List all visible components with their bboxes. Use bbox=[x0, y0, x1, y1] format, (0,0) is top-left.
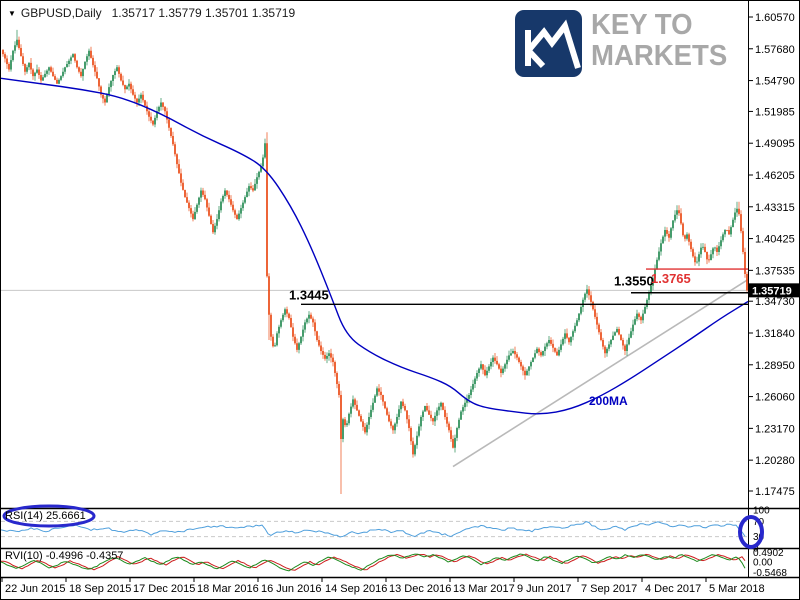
current-price-tag-label: 1.35719 bbox=[752, 285, 792, 297]
ma200-label: 200MA bbox=[589, 394, 628, 408]
price-axis-label: 1.54790 bbox=[755, 76, 795, 88]
broker-logo-text: KEY TO MARKETS bbox=[591, 10, 727, 72]
logo-line-1: KEY TO bbox=[591, 9, 693, 41]
ma200-line bbox=[1, 77, 749, 415]
date-axis-label: 17 Dec 2015 bbox=[133, 583, 195, 595]
km-logo-icon bbox=[515, 10, 582, 77]
rvi-indicator-label: RVI(10) -0.4996 -0.4357 bbox=[5, 550, 124, 562]
level-label-1.3550: 1.3550 bbox=[614, 274, 654, 289]
date-axis-label: 16 Jun 2016 bbox=[261, 583, 322, 595]
highlight-ellipse-rsi-label bbox=[2, 504, 96, 528]
price-axis-label: 1.17475 bbox=[755, 486, 795, 498]
price-axis-label: 1.60570 bbox=[755, 12, 795, 24]
price-axis-label: 1.28950 bbox=[755, 360, 795, 372]
level-label-1.3765: 1.3765 bbox=[651, 271, 691, 286]
date-axis-label: 22 Jun 2015 bbox=[5, 583, 66, 595]
rsi-line bbox=[1, 521, 746, 538]
price-axis-label: 1.20280 bbox=[755, 455, 795, 467]
price-axis-label: 1.57680 bbox=[755, 44, 795, 56]
rsi-axis-label: 30 bbox=[753, 532, 765, 543]
rvi-axis-label: -0.5468 bbox=[753, 568, 787, 579]
rvi-signal-line bbox=[1, 553, 746, 571]
date-axis-label: 4 Dec 2017 bbox=[645, 583, 701, 595]
price-axis-label: 1.40425 bbox=[755, 234, 795, 246]
price-axis-label: 1.26060 bbox=[755, 392, 795, 404]
price-axis-label: 1.51985 bbox=[755, 106, 795, 118]
date-axis-label: 9 Jun 2017 bbox=[517, 583, 571, 595]
rvi-main-line bbox=[1, 553, 746, 572]
symbol-dropdown-icon[interactable]: ▼ bbox=[8, 9, 16, 18]
ohlc-quote-label: 1.35717 1.35779 1.35701 1.35719 bbox=[111, 6, 296, 20]
rsi-indicator-label: RSI(14) 25.6661 bbox=[5, 510, 86, 522]
logo-line-2: MARKETS bbox=[591, 40, 728, 72]
rvi-axis-label: 0.00 bbox=[753, 557, 773, 568]
chart-title: ▼ GBPUSD,Daily 1.35717 1.35779 1.35701 1.3… bbox=[8, 6, 295, 20]
candle-bodies-bear bbox=[2, 39, 748, 455]
current-price-tag bbox=[749, 283, 799, 298]
candle-wicks-bull bbox=[10, 29, 738, 457]
rvi-axis-label: 0.4902 bbox=[753, 548, 784, 559]
date-axis-label: 14 Sep 2016 bbox=[325, 583, 387, 595]
date-axis-label: 7 Sep 2017 bbox=[581, 583, 637, 595]
rsi-axis-label: 100 bbox=[753, 506, 770, 517]
date-axis-label: 18 Mar 2016 bbox=[197, 583, 259, 595]
price-axis-label: 1.43315 bbox=[755, 202, 795, 214]
level-label-1.3445: 1.3445 bbox=[289, 287, 329, 302]
price-axis-label: 1.23170 bbox=[755, 423, 795, 435]
support-trendline bbox=[452, 278, 749, 468]
price-axis-label: 1.34730 bbox=[755, 296, 795, 308]
price-axis-label: 1.31840 bbox=[755, 328, 795, 340]
symbol-timeframe-label: GBPUSD,Daily bbox=[20, 6, 102, 20]
candle-wicks-bear bbox=[2, 36, 748, 494]
broker-logo: KEY TO MARKETS bbox=[515, 10, 734, 77]
date-axis-label: 13 Mar 2017 bbox=[453, 583, 515, 595]
price-axis-label: 1.49095 bbox=[755, 138, 795, 150]
date-axis-label: 13 Dec 2016 bbox=[389, 583, 451, 595]
price-axis-label: 1.46205 bbox=[755, 170, 795, 182]
highlight-ellipse-rsi-current bbox=[738, 515, 764, 549]
price-axis-label: 1.37535 bbox=[755, 265, 795, 277]
rsi-axis-label: 0 bbox=[753, 544, 759, 555]
date-axis-label: 18 Sep 2015 bbox=[69, 583, 131, 595]
date-axis-label: 5 Mar 2018 bbox=[709, 583, 765, 595]
candle-bodies-bull bbox=[10, 39, 738, 455]
